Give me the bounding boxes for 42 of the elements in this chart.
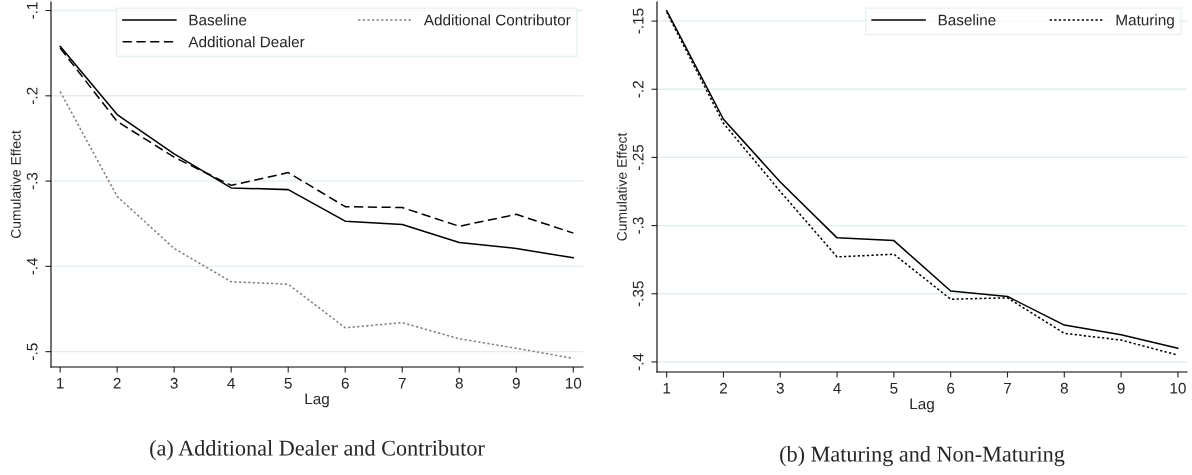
x-tick-label: 7 xyxy=(398,377,406,389)
y-tick-label: -.15 xyxy=(632,8,644,34)
x-tick-label: 10 xyxy=(1170,382,1186,394)
legend-label: Additional Dealer xyxy=(188,36,305,48)
legend-label: Baseline xyxy=(938,14,996,26)
legend-label: Maturing xyxy=(1116,14,1174,29)
x-tick-label: 2 xyxy=(719,382,727,394)
y-tick-label: -.35 xyxy=(632,281,644,307)
x-tick-label: 6 xyxy=(341,377,349,389)
x-tick-label: 5 xyxy=(890,382,898,394)
x-tick-label: 1 xyxy=(663,382,671,394)
y-axis-title: Cumulative Effect xyxy=(616,132,627,241)
x-tick-label: 10 xyxy=(565,377,582,389)
y-axis-title: Cumulative Effect xyxy=(10,130,21,239)
x-axis-title: Lag xyxy=(305,393,329,408)
y-tick-label: -.4 xyxy=(26,257,38,275)
legend-label: Baseline xyxy=(189,14,247,26)
x-tick-label: 4 xyxy=(833,382,841,394)
text: (a) Additional Dealer and Contributor xyxy=(150,440,485,461)
x-tick-label: 8 xyxy=(1060,382,1068,394)
y-tick-label: -.25 xyxy=(632,144,644,170)
x-tick-label: 7 xyxy=(1004,382,1011,394)
x-tick-label: 8 xyxy=(455,377,463,389)
x-tick-label: 6 xyxy=(947,382,955,394)
y-tick-label: -.1 xyxy=(26,2,38,19)
x-tick-label: 3 xyxy=(170,377,178,389)
y-tick-label: -.3 xyxy=(26,172,38,190)
y-tick-label: -.4 xyxy=(632,353,644,371)
x-tick-label: 4 xyxy=(227,377,235,389)
x-tick-label: 2 xyxy=(113,377,121,389)
x-tick-label: 5 xyxy=(284,377,292,389)
y-tick-label: -.3 xyxy=(632,217,644,234)
y-tick-label: -.2 xyxy=(26,87,38,105)
x-tick-label: 1 xyxy=(57,377,64,389)
x-axis-title: Lag xyxy=(910,398,934,413)
x-tick-label: 9 xyxy=(512,377,520,389)
y-tick-label: -.2 xyxy=(632,81,644,98)
x-tick-label: 3 xyxy=(776,382,784,394)
y-tick-label: -.5 xyxy=(26,343,38,360)
text: (b) Maturing and Non-Maturing xyxy=(780,446,1065,467)
x-tick-label: 9 xyxy=(1117,382,1125,394)
legend-label: Additional Contributor xyxy=(423,14,571,26)
